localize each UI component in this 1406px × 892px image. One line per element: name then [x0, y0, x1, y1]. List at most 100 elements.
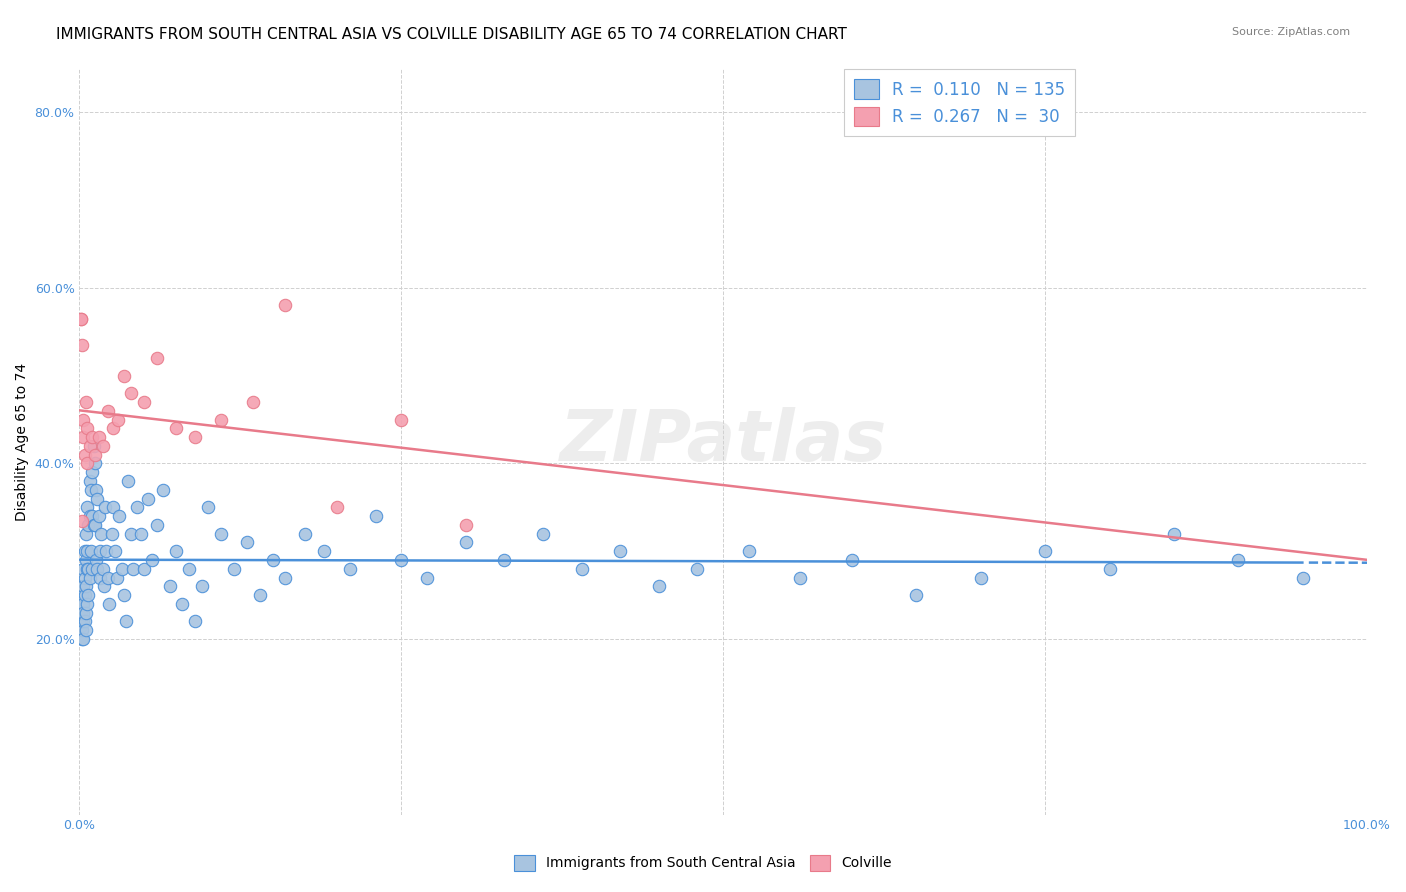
Point [242, 395, 264, 409]
Point [90, 526, 112, 541]
Point [132, 395, 155, 409]
Point [84, 483, 107, 497]
Point [93, 579, 115, 593]
Point [69, 606, 91, 620]
Point [114, 615, 136, 629]
Point [841, 553, 863, 567]
Point [184, 430, 207, 444]
Point [312, 544, 335, 558]
Point [177, 562, 200, 576]
Point [127, 500, 149, 515]
Point [70, 597, 93, 611]
Point [72, 632, 94, 646]
Legend: Immigrants from South Central Asia, Colville: Immigrants from South Central Asia, Colv… [509, 849, 897, 876]
Point [84, 553, 107, 567]
Legend: R =  0.110   N = 135, R =  0.267   N =  30: R = 0.110 N = 135, R = 0.267 N = 30 [844, 70, 1076, 136]
Point [76, 544, 98, 558]
Point [70, 615, 93, 629]
Point [172, 597, 194, 611]
Point [89, 544, 111, 558]
Point [197, 500, 219, 515]
Point [117, 474, 139, 488]
Point [531, 526, 554, 541]
Point [104, 544, 127, 558]
Point [86, 562, 108, 576]
Point [89, 570, 111, 584]
Point [69, 619, 91, 633]
Point [165, 544, 187, 558]
Point [152, 483, 174, 497]
Point [609, 544, 631, 558]
Point [97, 404, 120, 418]
Point [111, 562, 134, 576]
Point [69, 615, 91, 629]
Point [326, 500, 349, 515]
Point [80, 544, 103, 558]
Point [69, 311, 91, 326]
Point [79, 570, 101, 584]
Point [100, 526, 122, 541]
Point [77, 517, 100, 532]
Point [72, 579, 94, 593]
Point [274, 570, 297, 584]
Point [76, 597, 98, 611]
Point [79, 439, 101, 453]
Point [648, 579, 671, 593]
Point [1098, 562, 1121, 576]
Point [494, 553, 516, 567]
Point [83, 448, 105, 462]
Point [82, 509, 104, 524]
Point [98, 597, 121, 611]
Point [1227, 553, 1250, 567]
Point [72, 562, 94, 576]
Point [184, 615, 207, 629]
Point [73, 448, 96, 462]
Point [86, 491, 108, 506]
Point [209, 526, 232, 541]
Point [75, 526, 97, 541]
Point [75, 395, 97, 409]
Point [91, 439, 114, 453]
Point [136, 491, 159, 506]
Point [1163, 526, 1185, 541]
Point [72, 606, 94, 620]
Point [77, 562, 100, 576]
Point [905, 588, 928, 602]
Point [97, 570, 120, 584]
Point [91, 562, 114, 576]
Point [416, 570, 439, 584]
Point [76, 562, 98, 576]
Point [101, 421, 124, 435]
Point [190, 579, 212, 593]
Point [738, 544, 761, 558]
Point [339, 562, 361, 576]
Point [72, 430, 94, 444]
Point [73, 570, 96, 584]
Point [108, 509, 131, 524]
Point [73, 544, 96, 558]
Point [82, 562, 104, 576]
Point [389, 412, 412, 426]
Point [789, 570, 811, 584]
Point [1033, 544, 1056, 558]
Point [141, 553, 163, 567]
Point [72, 597, 94, 611]
Point [454, 535, 477, 549]
Point [159, 579, 181, 593]
Point [129, 526, 152, 541]
Point [145, 351, 167, 366]
Point [571, 562, 593, 576]
Point [96, 544, 118, 558]
Point [70, 514, 93, 528]
Point [70, 632, 93, 646]
Point [72, 615, 94, 629]
Point [364, 509, 387, 524]
Point [79, 509, 101, 524]
Point [73, 588, 96, 602]
Point [209, 412, 232, 426]
Point [77, 588, 100, 602]
Point [75, 606, 97, 620]
Point [73, 615, 96, 629]
Point [94, 500, 117, 515]
Point [114, 368, 136, 383]
